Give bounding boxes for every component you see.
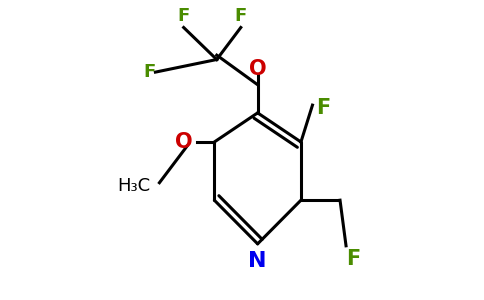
Text: F: F	[316, 98, 330, 118]
Text: F: F	[346, 249, 360, 269]
Text: F: F	[235, 7, 247, 25]
Text: H₃C: H₃C	[118, 177, 151, 195]
Text: N: N	[248, 251, 267, 271]
Text: O: O	[249, 59, 267, 79]
Text: F: F	[178, 7, 190, 25]
Text: O: O	[175, 132, 193, 152]
Text: F: F	[143, 63, 155, 81]
